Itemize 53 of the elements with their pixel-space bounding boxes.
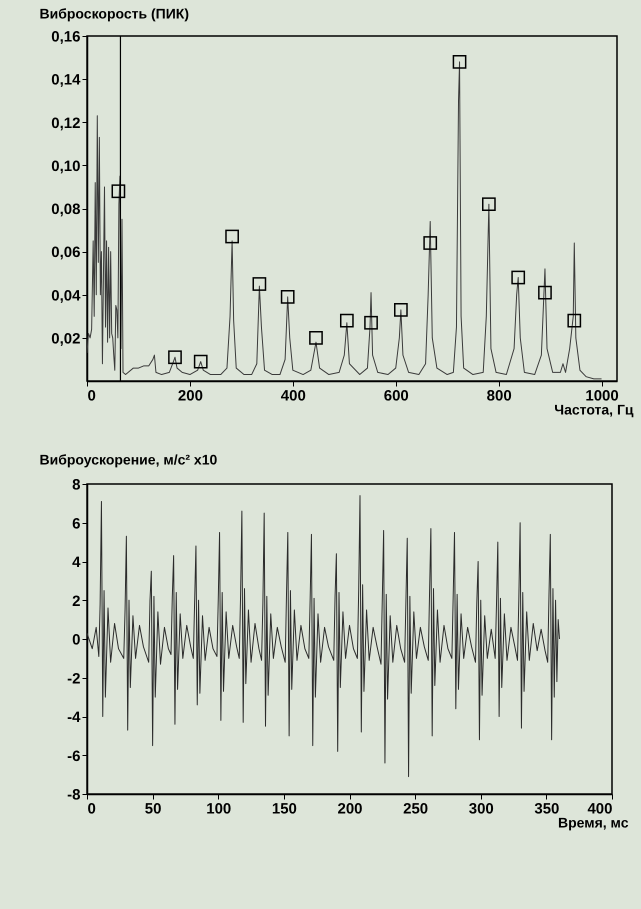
point — [309, 331, 323, 345]
y-tick-label: 0,04 — [51, 287, 82, 304]
y-tick-label: 2 — [72, 592, 80, 610]
x-tick-label: 350 — [534, 800, 560, 818]
x-axis-title: Частота, Гц — [554, 402, 634, 418]
x-axis-title: Время, мс — [558, 814, 629, 830]
point — [423, 236, 438, 250]
x-tick-label: 300 — [468, 800, 494, 818]
x-tick-label: 0 — [88, 800, 96, 818]
point — [168, 350, 182, 364]
point — [538, 286, 552, 300]
x-tick-label: 400 — [280, 388, 306, 404]
y-tick-label: 8 — [72, 476, 80, 494]
y-tick-label: 0,10 — [51, 158, 80, 175]
point — [252, 277, 266, 291]
x-tick-label: 1000 — [585, 388, 619, 404]
y-tick-label: 6 — [72, 515, 80, 532]
y-tick-label: 0,14 — [51, 72, 82, 89]
x-tick-label: 250 — [403, 800, 428, 818]
x-tick-label: 400 — [587, 800, 612, 818]
x-tick-label: 0 — [88, 388, 96, 404]
x-tick-label: 600 — [384, 388, 409, 404]
y-tick-label: -2 — [67, 670, 80, 688]
y-tick-label: 0,08 — [51, 201, 80, 218]
x-tick-label: 150 — [272, 800, 297, 818]
x-tick-label: 800 — [486, 388, 512, 404]
point — [194, 354, 208, 368]
point — [225, 230, 239, 244]
y-tick-label: 0,02 — [51, 330, 80, 348]
y-axis-title: Виброскорость (ПИК) — [40, 6, 189, 22]
y-tick-label: 0,16 — [51, 28, 80, 46]
point — [482, 197, 496, 212]
point — [280, 290, 295, 304]
point — [340, 314, 354, 328]
point — [511, 270, 526, 284]
point — [112, 184, 126, 198]
y-tick-label: 0,12 — [51, 114, 80, 132]
y-tick-label: -6 — [67, 748, 80, 765]
y-tick-label: 0,06 — [51, 244, 80, 262]
y-tick-label: 0 — [72, 632, 80, 648]
point — [452, 55, 466, 69]
y-tick-label: -8 — [67, 786, 80, 804]
point — [394, 302, 408, 317]
y-tick-label: 4 — [72, 554, 82, 571]
x-tick-label: 200 — [178, 388, 203, 404]
point — [567, 314, 582, 328]
y-tick-label: -4 — [67, 709, 82, 726]
x-tick-label: 200 — [337, 800, 363, 818]
point — [364, 316, 378, 330]
x-tick-label: 50 — [144, 800, 162, 818]
y-axis-title: Виброускорение, м/с² x10 — [40, 452, 218, 468]
line-series — [87, 495, 560, 778]
x-tick-label: 100 — [206, 800, 232, 818]
